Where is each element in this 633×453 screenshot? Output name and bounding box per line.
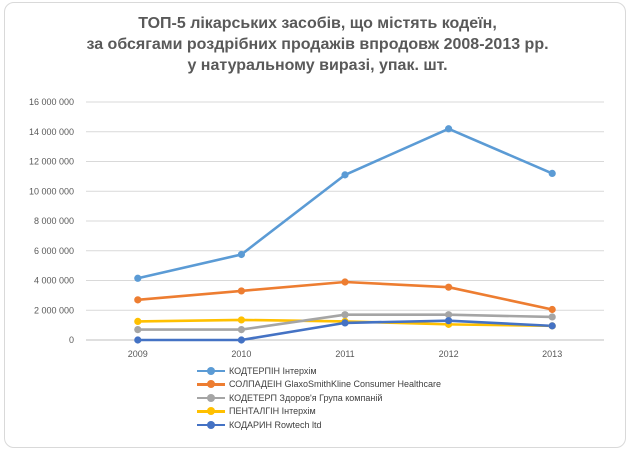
y-tick-label: 10 000 000 (29, 186, 74, 196)
data-point (548, 322, 556, 330)
data-point (548, 169, 556, 177)
legend-swatch (197, 420, 225, 430)
x-tick-label: 2009 (128, 349, 148, 359)
legend-swatch (197, 393, 225, 403)
data-point (134, 317, 142, 326)
data-point (445, 125, 453, 133)
legend-swatch (197, 406, 225, 416)
x-axis-ticks: 2009 2010 2011 2012 2013 (128, 349, 562, 359)
data-point (341, 278, 349, 286)
y-tick-label: 16 000 000 (29, 97, 74, 107)
data-point (237, 250, 245, 259)
data-point (548, 305, 556, 314)
legend-item: КОДЕТЕРП Здоров'я Група компаній (197, 391, 527, 405)
legend-item: ПЕНТАЛГІН Інтерхім (197, 405, 527, 419)
data-point (237, 325, 245, 334)
chart-title-line-1: ТОП-5 лікарських засобів, що містять код… (138, 15, 497, 32)
data-point (341, 319, 349, 327)
y-axis-ticks: 0 2 000 000 4 000 000 6 000 000 8 000 000 10 … (29, 97, 74, 345)
y-tick-label: 2 000 000 (34, 305, 74, 315)
data-point (341, 171, 349, 179)
data-point (341, 311, 349, 319)
data-point (445, 311, 453, 319)
legend-swatch (197, 366, 225, 376)
series-line-1 (136, 280, 554, 311)
x-tick-label: 2012 (439, 349, 459, 359)
data-point (134, 296, 142, 304)
legend-label: СОЛПАДЕІН GlaxoSmithKline Consumer Healt… (229, 379, 442, 390)
chart-frame (4, 2, 626, 448)
y-tick-label: 8 000 000 (34, 216, 74, 226)
data-point (548, 313, 556, 321)
y-tick-label: 4 000 000 (34, 276, 74, 286)
legend-item: СОЛПАДЕІН GlaxoSmithKline Consumer Healt… (197, 378, 527, 392)
data-point (237, 336, 245, 344)
data-point (134, 336, 142, 344)
data-point (237, 316, 245, 324)
x-tick-label: 2010 (231, 349, 251, 359)
y-tick-label: 6 000 000 (34, 246, 74, 256)
legend-label: КОДАРИН Rowtech ltd (229, 419, 322, 430)
data-point (445, 317, 453, 325)
chart-title: ТОП-5 лікарських засобів, що містять код… (30, 13, 605, 76)
legend-item: КОДАРИН Rowtech ltd (197, 418, 527, 432)
legend-label: КОДТЕРПІН Інтерхім (229, 365, 317, 376)
chart-legend: КОДТЕРПІН Інтерхім СОЛПАДЕІН GlaxoSmithKl… (197, 364, 527, 432)
chart-title-line-3: у натуральному виразі, упак. шт. (187, 57, 448, 74)
legend-label: ПЕНТАЛГІН Інтерхім (229, 406, 316, 417)
legend-item: КОДТЕРПІН Інтерхім (197, 364, 527, 378)
gridlines (86, 101, 604, 341)
chart-title-line-2: за обсягами роздрібних продажів впродовж… (86, 36, 549, 53)
y-tick-label: 14 000 000 (29, 127, 74, 137)
x-tick-label: 2013 (542, 349, 562, 359)
series-line-0 (136, 127, 554, 280)
y-tick-label: 0 (69, 335, 74, 345)
data-point (445, 283, 453, 291)
data-point (237, 287, 245, 295)
data-point (134, 274, 142, 282)
series-lines (136, 127, 554, 342)
data-point (134, 325, 142, 334)
series-points (134, 125, 556, 344)
legend-label: КОДЕТЕРП Здоров'я Група компаній (229, 392, 383, 403)
y-tick-label: 12 000 000 (29, 157, 74, 167)
legend-swatch (197, 379, 225, 389)
x-tick-label: 2011 (335, 349, 354, 359)
